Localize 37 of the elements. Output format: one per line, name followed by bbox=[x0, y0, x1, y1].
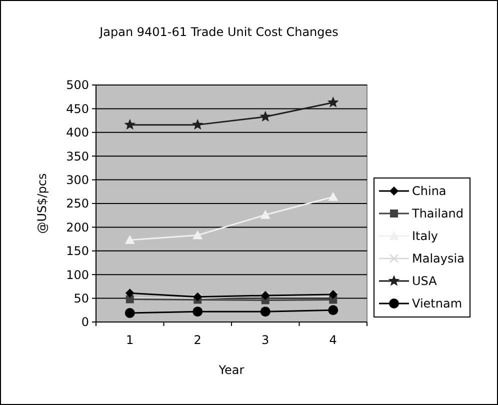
point bbox=[328, 305, 338, 316]
y-tick-label: 0 bbox=[81, 315, 89, 330]
legend-label: Italy bbox=[412, 229, 438, 244]
y-axis-title: @US$/pcs bbox=[35, 173, 49, 234]
point bbox=[260, 210, 270, 219]
y-tick-label: 100 bbox=[66, 268, 89, 282]
point bbox=[327, 96, 339, 108]
x-axis-title: Year bbox=[218, 363, 244, 377]
x-tick-label: 1 bbox=[126, 333, 134, 347]
y-tick-label: 50 bbox=[74, 292, 89, 306]
y-tick-label: 350 bbox=[66, 149, 89, 164]
y-tick-label: 450 bbox=[66, 102, 89, 116]
point bbox=[260, 110, 272, 122]
point bbox=[192, 118, 204, 130]
y-tick-label: 200 bbox=[66, 220, 89, 234]
y-tick-label: 150 bbox=[66, 244, 89, 258]
y-tick-label: 400 bbox=[66, 126, 89, 140]
y-tick-label: 250 bbox=[66, 196, 89, 211]
x-tick-label: 4 bbox=[329, 333, 337, 347]
x-tick-label: 2 bbox=[194, 333, 202, 347]
legend-label: Malaysia bbox=[412, 252, 464, 266]
point bbox=[192, 306, 203, 317]
point bbox=[192, 230, 203, 240]
legend-label: USA bbox=[412, 274, 438, 288]
legend-label: Thailand bbox=[411, 206, 464, 221]
chart-title: Japan 9401-61 Trade Unit Cost Changes bbox=[98, 25, 338, 39]
point bbox=[124, 235, 135, 244]
point bbox=[124, 118, 136, 130]
legend-label: Vietnam bbox=[412, 296, 462, 311]
legend-label: China bbox=[412, 184, 446, 198]
point bbox=[125, 288, 134, 298]
x-tick-label: 3 bbox=[262, 333, 270, 347]
point bbox=[328, 192, 338, 201]
point bbox=[124, 308, 135, 318]
y-tick-label: 300 bbox=[66, 173, 89, 187]
y-tick-label: 500 bbox=[66, 78, 89, 92]
point bbox=[260, 306, 270, 317]
